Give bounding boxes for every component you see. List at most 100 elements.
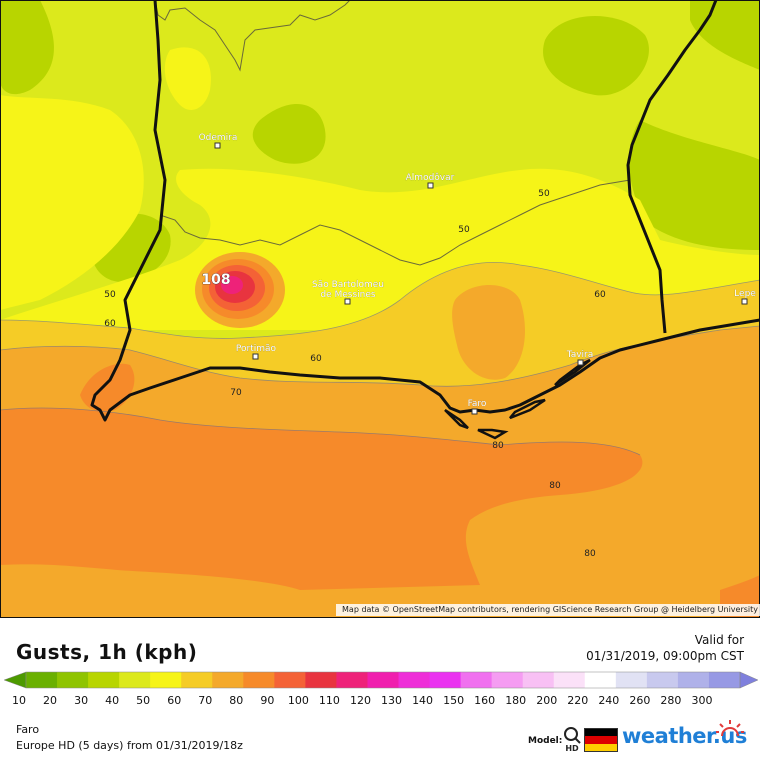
legend-swatch bbox=[57, 672, 89, 688]
legend-tick-label: 80 bbox=[229, 694, 244, 707]
contour-value-label: 60 bbox=[594, 290, 606, 300]
legend-tick-label: 130 bbox=[381, 694, 403, 707]
city-marker bbox=[214, 142, 221, 149]
legend-tick-label: 60 bbox=[167, 694, 182, 707]
legend-swatch bbox=[522, 672, 555, 688]
district-border bbox=[159, 179, 631, 266]
wind-zone-110-120 bbox=[221, 276, 243, 294]
legend-tick-label: 280 bbox=[660, 694, 682, 707]
legend-tick-label: 160 bbox=[474, 694, 496, 707]
legend-swatch bbox=[708, 672, 741, 688]
contour-value-label: 80 bbox=[584, 549, 596, 559]
hd-model-icon: HD bbox=[564, 727, 581, 752]
wind-zone-70-80 bbox=[452, 285, 525, 380]
legend-outline bbox=[25, 671, 741, 689]
hd-label: HD bbox=[565, 744, 579, 752]
legend-swatch bbox=[646, 672, 679, 688]
city-label-tavira: Tavira bbox=[566, 350, 594, 360]
legend-swatch bbox=[398, 672, 431, 688]
legend-tick-label: 100 bbox=[287, 694, 309, 707]
legend-swatch bbox=[491, 672, 524, 688]
legend-swatch bbox=[336, 672, 368, 688]
legend-swatch bbox=[460, 672, 493, 688]
wind-zone-50-60 bbox=[164, 47, 211, 110]
legend-swatch bbox=[119, 672, 151, 688]
legend-tick-label: 300 bbox=[691, 694, 713, 707]
valid-time-block: Valid for 01/31/2019, 09:00pm CST bbox=[586, 632, 744, 664]
contour-line bbox=[0, 325, 760, 387]
legend-tick-label: 110 bbox=[318, 694, 340, 707]
coastline bbox=[444, 408, 469, 430]
location-name: Faro bbox=[16, 723, 40, 736]
legend-swatch bbox=[367, 672, 400, 688]
legend-arrow-low bbox=[3, 671, 27, 689]
contour-value-label: 70 bbox=[230, 388, 242, 398]
city-label-portimao: Portimão bbox=[236, 344, 277, 354]
district-border bbox=[154, 0, 351, 72]
legend-tick-label: 10 bbox=[12, 694, 26, 707]
contour-value-label: 50 bbox=[458, 225, 470, 235]
contour-value-label: 80 bbox=[492, 441, 504, 451]
forecast-info: Faro Europe HD (5 days) from 01/31/2019/… bbox=[16, 722, 243, 754]
legend-arrow-high bbox=[739, 671, 759, 689]
legend-swatch bbox=[677, 672, 710, 688]
city-marker bbox=[471, 408, 478, 415]
contour-value-label: 50 bbox=[104, 290, 116, 300]
legend-swatch bbox=[274, 672, 306, 688]
city-label-almodovar: Almodôvar bbox=[406, 172, 455, 183]
legend-tick-label: 200 bbox=[536, 694, 558, 707]
legend-color-bar bbox=[3, 671, 759, 689]
legend-tick-label: 40 bbox=[105, 694, 120, 707]
legend-tick-label: 140 bbox=[412, 694, 434, 707]
coastline bbox=[554, 358, 591, 387]
contour-value-label: 60 bbox=[104, 319, 116, 329]
legend-swatch bbox=[305, 672, 337, 688]
legend-tick-label: 90 bbox=[260, 694, 275, 707]
wind-zone-50-60 bbox=[0, 95, 144, 310]
contour-line bbox=[0, 407, 641, 456]
legend-swatch bbox=[26, 672, 58, 688]
coastline bbox=[477, 428, 509, 440]
legend-swatch bbox=[243, 672, 275, 688]
city-marker bbox=[741, 298, 748, 305]
city-marker bbox=[577, 359, 584, 366]
coastline bbox=[90, 0, 760, 422]
sun-icon bbox=[716, 720, 744, 737]
national-border bbox=[626, 0, 718, 334]
city-label-lepe: Lepe bbox=[734, 289, 756, 299]
wind-zone-80-90 bbox=[0, 408, 643, 590]
legend-tick-label: 180 bbox=[505, 694, 527, 707]
contour-value-label: 50 bbox=[538, 189, 550, 199]
legend-swatch bbox=[181, 672, 213, 688]
city-label-de-messines: de Messines bbox=[320, 290, 376, 300]
legend-swatch bbox=[429, 672, 462, 688]
wind-zone-30-40 bbox=[252, 103, 326, 164]
city-label-faro: Faro bbox=[468, 399, 487, 409]
legend-swatch bbox=[212, 672, 244, 688]
chart-title: Gusts, 1h (kph) bbox=[16, 640, 198, 664]
color-legend: 10 20 30 40 50 60 70 80 90 100 110 120 130 140 150 160 1… bbox=[0, 668, 760, 708]
peak-gust-label: 108 bbox=[201, 272, 230, 288]
coastline bbox=[509, 398, 546, 420]
legend-tick-label: 260 bbox=[629, 694, 651, 707]
legend-tick-label: 120 bbox=[349, 694, 371, 707]
contour-value-label: 80 bbox=[549, 481, 561, 491]
wind-zone-30-40 bbox=[543, 16, 649, 96]
legend-tick-label: 150 bbox=[443, 694, 465, 707]
city-marker bbox=[427, 182, 434, 189]
forecast-map[interactable]: Odemira Almodôvar São Bartolomeu de Mess… bbox=[0, 0, 760, 618]
valid-time: 01/31/2019, 09:00pm CST bbox=[586, 649, 744, 663]
city-marker bbox=[252, 353, 259, 360]
contour-value-label: 60 bbox=[310, 354, 322, 364]
city-marker bbox=[344, 298, 351, 305]
germany-flag-icon bbox=[584, 728, 618, 752]
legend-tick-label: 50 bbox=[136, 694, 151, 707]
city-label-sao-bartolomeu: São Bartolomeu bbox=[312, 280, 384, 290]
legend-swatch bbox=[88, 672, 120, 688]
legend-tick-label: 240 bbox=[598, 694, 620, 707]
legend-tick-label: 30 bbox=[74, 694, 89, 707]
legend-tick-label: 20 bbox=[43, 694, 58, 707]
city-label-odemira: Odemira bbox=[199, 133, 238, 143]
map-attribution: Map data © OpenStreetMap contributors, r… bbox=[336, 604, 760, 616]
legend-panel: Gusts, 1h (kph) Valid for 01/31/2019, 09… bbox=[0, 618, 760, 760]
